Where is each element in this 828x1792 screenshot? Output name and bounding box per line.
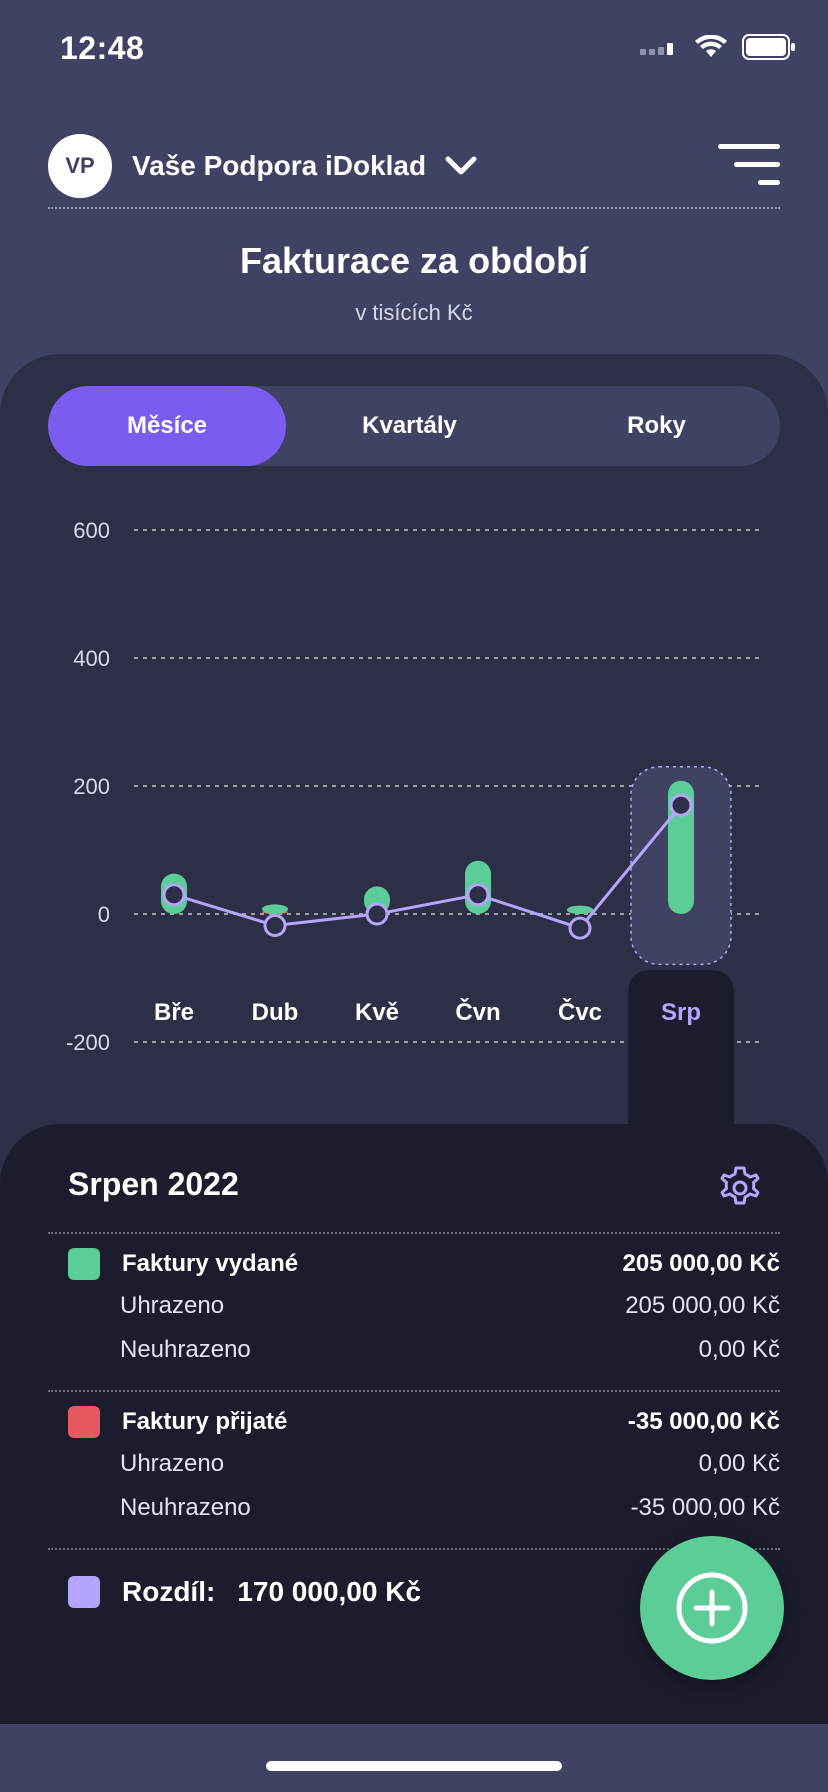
selected-month-tab [628, 970, 734, 1134]
difference-row: Rozdíl: 170 000,00 Kč [68, 1576, 421, 1608]
received-unpaid-value: -35 000,00 Kč [630, 1494, 780, 1521]
x-tick-label[interactable]: Srp [661, 999, 701, 1026]
issued-unpaid-label: Neuhrazeno [120, 1336, 251, 1363]
received-paid-label: Uhrazeno [120, 1450, 225, 1477]
wifi-icon [695, 35, 727, 57]
add-button[interactable] [640, 1536, 784, 1680]
y-tick-label: 200 [73, 774, 110, 799]
divider [48, 1390, 780, 1392]
x-tick-label[interactable]: Čvn [455, 998, 500, 1026]
divider [48, 1548, 780, 1550]
tab-years[interactable]: Roky [627, 412, 686, 439]
gear-icon[interactable] [716, 1164, 764, 1217]
difference-label: Rozdíl: [122, 1576, 216, 1607]
period-selector: Měsíce Kvartály Roky [48, 386, 780, 466]
bar-issued [262, 904, 288, 914]
received-unpaid-row: Neuhrazeno -35 000,00 Kč [120, 1494, 780, 1522]
cellular-signal-icon [640, 43, 673, 55]
x-tick-label[interactable]: Kvě [355, 999, 399, 1026]
difference-line [173, 804, 683, 930]
difference-point [669, 793, 693, 817]
received-paid-row: Uhrazeno 0,00 Kč [120, 1450, 780, 1478]
header: VP Vaše Podpora iDoklad [48, 134, 780, 198]
y-tick-label: 0 [98, 902, 110, 927]
status-time: 12:48 [60, 30, 145, 66]
y-tick-label: 600 [73, 518, 110, 543]
difference-swatch [68, 1576, 100, 1608]
received-paid-value: 0,00 Kč [698, 1450, 780, 1477]
chart-card: Měsíce Kvartály Roky 600 400 200 0 -200 Bře Du… [0, 354, 828, 1184]
organization-name[interactable]: Vaše Podpora iDoklad [132, 150, 427, 181]
received-row: Faktury přijaté -35 000,00 Kč [68, 1406, 780, 1438]
issued-total: 205 000,00 Kč [622, 1250, 780, 1277]
issued-paid-value: 205 000,00 Kč [625, 1292, 780, 1319]
page-title: Fakturace za období [239, 240, 589, 281]
x-tick-label[interactable]: Čvc [558, 998, 602, 1026]
issued-paid-row: Uhrazeno 205 000,00 Kč [120, 1292, 780, 1320]
difference-point [568, 916, 592, 940]
issued-unpaid-row: Neuhrazeno 0,00 Kč [120, 1336, 780, 1364]
menu-icon[interactable] [716, 144, 780, 188]
y-tick-label: 400 [73, 646, 110, 671]
difference-point [365, 902, 389, 926]
issued-paid-label: Uhrazeno [120, 1292, 225, 1319]
avatar[interactable]: VP [48, 134, 112, 198]
detail-month-title: Srpen 2022 [68, 1166, 239, 1202]
y-tick-label: -200 [66, 1030, 110, 1055]
received-total: -35 000,00 Kč [627, 1408, 780, 1435]
battery-icon [742, 34, 795, 60]
difference-point [263, 914, 287, 938]
page-subtitle: v tisících Kč [355, 300, 473, 325]
plus-circle-icon [676, 1572, 748, 1644]
home-indicator [266, 1761, 562, 1771]
chevron-down-icon[interactable] [444, 155, 478, 177]
bar-issued [567, 905, 593, 914]
status-icons [640, 34, 796, 60]
issued-unpaid-value: 0,00 Kč [698, 1336, 780, 1363]
x-tick-label[interactable]: Dub [252, 999, 299, 1026]
tab-quarters[interactable]: Kvartály [362, 412, 457, 439]
issued-row: Faktury vydané 205 000,00 Kč [68, 1248, 780, 1280]
difference-point [162, 883, 186, 907]
issued-swatch [68, 1248, 100, 1280]
difference-value: 170 000,00 Kč [237, 1576, 422, 1607]
divider [48, 1232, 780, 1234]
received-swatch [68, 1406, 100, 1438]
x-tick-label[interactable]: Bře [154, 999, 194, 1026]
difference-point [466, 883, 490, 907]
header-divider [48, 207, 780, 209]
issued-label: Faktury vydané [122, 1250, 299, 1277]
received-label: Faktury přijaté [122, 1408, 288, 1435]
received-unpaid-label: Neuhrazeno [120, 1494, 251, 1521]
invoicing-chart: 600 400 200 0 -200 Bře Dub Kvě Čvn Čvc Srp [66, 518, 762, 1134]
tab-months[interactable]: Měsíce [48, 386, 286, 466]
